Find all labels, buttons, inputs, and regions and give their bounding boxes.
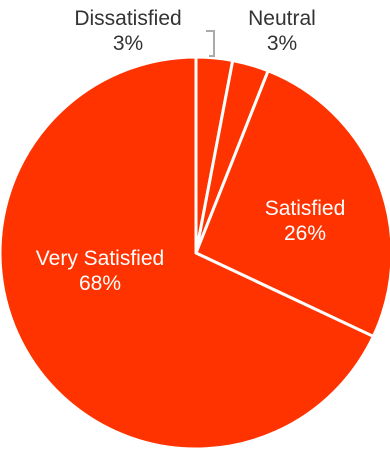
neutral-label-value: 3% (266, 32, 298, 55)
pie-slices (0, 55, 390, 451)
neutral-label-name: Neutral (248, 7, 316, 30)
dissatisfied-leader-line (206, 30, 215, 57)
neutral-label: Neutral 3% (232, 6, 332, 56)
satisfied-label-value: 26% (283, 222, 327, 245)
dissatisfied-label: Dissatisfied 3% (62, 6, 194, 56)
satisfied-label-name: Satisfied (264, 197, 346, 220)
very-satisfied-label: Very Satisfied 68% (15, 246, 185, 296)
very-satisfied-label-name: Very Satisfied (35, 247, 165, 270)
very-satisfied-label-value: 68% (78, 272, 122, 295)
satisfied-label: Satisfied 26% (250, 196, 360, 246)
very-satisfied-slice (0, 55, 375, 451)
satisfied-slice (194, 69, 390, 338)
dissatisfied-label-name: Dissatisfied (74, 7, 182, 30)
dissatisfied-label-value: 3% (112, 32, 144, 55)
